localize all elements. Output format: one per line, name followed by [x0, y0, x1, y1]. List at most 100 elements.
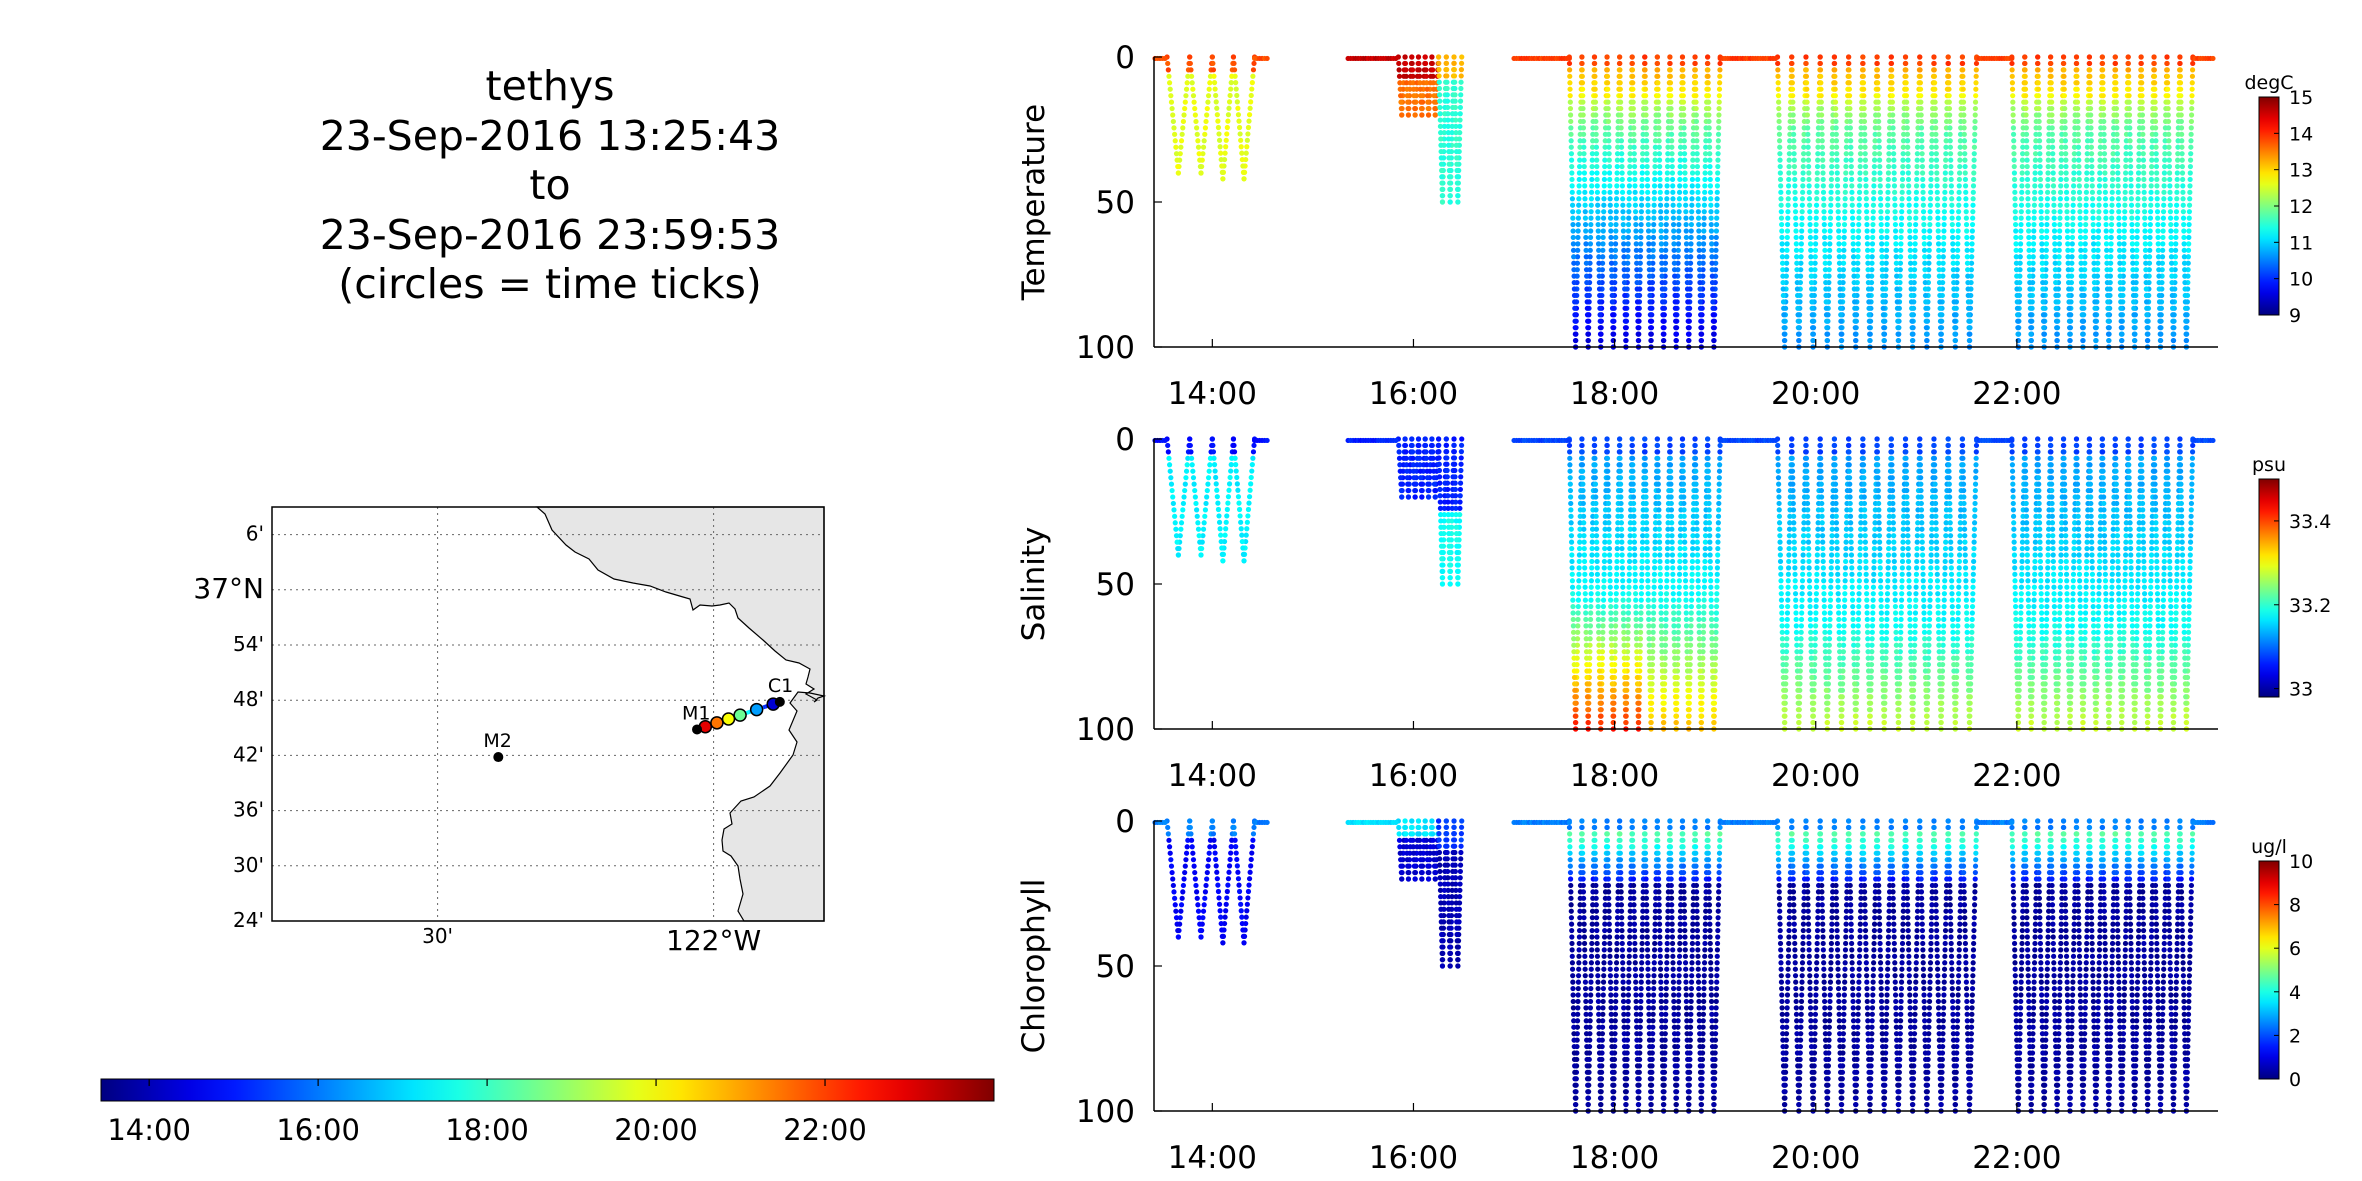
data-point — [1638, 221, 1644, 228]
data-point — [1903, 80, 1909, 86]
data-point — [1403, 73, 1409, 79]
data-point — [2027, 299, 2033, 305]
data-point — [2102, 189, 2108, 195]
data-point — [1864, 209, 1870, 215]
data-point — [1918, 99, 1924, 105]
data-point — [1657, 163, 1663, 170]
data-point — [1243, 532, 1249, 538]
data-point — [1572, 707, 1578, 713]
data-point — [1570, 209, 1576, 215]
data-point — [1580, 468, 1586, 474]
data-point — [1912, 241, 1918, 247]
data-point — [1703, 144, 1709, 150]
data-point — [1592, 93, 1598, 99]
data-point — [1842, 183, 1849, 189]
data-point — [1425, 487, 1431, 494]
data-point — [2147, 215, 2154, 221]
data-point — [1635, 318, 1641, 324]
data-point — [1572, 337, 1579, 344]
data-point — [1630, 112, 1637, 118]
data-point — [2077, 234, 2084, 241]
data-point — [2189, 86, 2195, 92]
data-point — [2044, 209, 2050, 215]
data-point — [1618, 99, 1624, 105]
data-point — [1808, 267, 1814, 273]
data-point — [2078, 260, 2084, 266]
data-point — [1908, 267, 1914, 273]
mooring-dot — [692, 724, 703, 735]
data-point — [1659, 260, 1665, 266]
data-point — [1676, 228, 1682, 234]
data-point — [1597, 305, 1603, 311]
data-point — [1416, 60, 1422, 67]
data-point — [2173, 234, 2179, 241]
data-point — [2087, 80, 2093, 86]
data-point — [1166, 73, 1172, 79]
data-point — [1878, 215, 1884, 221]
data-point — [1965, 299, 1972, 305]
data-point — [1898, 247, 1904, 253]
data-point — [1652, 151, 1658, 157]
data-point — [1894, 292, 1900, 299]
data-point — [1793, 228, 1799, 234]
data-point — [1863, 202, 1870, 208]
data-point — [1807, 209, 1813, 215]
data-point — [1886, 138, 1892, 144]
data-point — [2161, 196, 2167, 202]
data-point — [1799, 209, 1805, 215]
x-tick-label: 20:00 — [1771, 376, 1860, 412]
data-point — [1444, 92, 1450, 98]
data-point — [1622, 292, 1628, 299]
data-point — [1777, 151, 1783, 157]
data-point — [1630, 99, 1636, 105]
data-point — [1971, 151, 1977, 157]
data-point — [1231, 67, 1238, 73]
data-point — [1790, 105, 1796, 112]
data-point — [1439, 562, 1445, 568]
data-point — [1789, 86, 1796, 92]
data-point — [1188, 67, 1194, 73]
data-point — [1861, 99, 1867, 105]
data-point — [1786, 176, 1792, 183]
data-point — [1866, 299, 1872, 305]
data-point — [1672, 292, 1678, 299]
data-point — [1852, 325, 1858, 331]
data-point — [2121, 221, 2128, 228]
data-point — [1849, 176, 1855, 183]
data-point — [1595, 209, 1601, 215]
data-point — [1790, 125, 1797, 131]
data-point — [2112, 54, 2118, 60]
data-point — [1828, 209, 1834, 215]
data-point — [1800, 151, 1807, 157]
data-point — [2148, 196, 2154, 202]
data-point — [1801, 131, 1807, 137]
data-point — [1784, 247, 1790, 253]
data-point — [1680, 93, 1686, 99]
data-point — [1457, 104, 1463, 111]
data-point — [1182, 481, 1188, 487]
data-point — [1613, 202, 1620, 208]
data-point — [1918, 105, 1924, 112]
data-point — [1665, 144, 1671, 150]
data-point — [1589, 151, 1595, 157]
data-point — [2023, 125, 2029, 131]
data-point — [1895, 331, 1901, 337]
data-point — [1892, 209, 1898, 215]
data-point — [2161, 176, 2167, 183]
data-point — [2179, 163, 2185, 170]
data-point — [1869, 241, 1876, 247]
data-point — [1567, 93, 1573, 99]
data-point — [1955, 221, 1961, 228]
time-colorbar: 14:00 16:00 18:00 20:00 22:00 — [100, 1078, 995, 1147]
data-point — [1570, 228, 1576, 234]
data-point — [1618, 112, 1624, 118]
data-point — [1216, 513, 1222, 519]
data-point — [1454, 161, 1460, 167]
title-block: tethys 23-Sep-2016 13:25:43 to 23-Sep-20… — [250, 62, 850, 310]
data-point — [1805, 125, 1811, 131]
data-point — [1622, 299, 1628, 305]
data-point — [1581, 151, 1587, 157]
data-point — [1962, 151, 1968, 157]
data-point — [2189, 99, 2195, 105]
data-point — [1794, 286, 1801, 292]
